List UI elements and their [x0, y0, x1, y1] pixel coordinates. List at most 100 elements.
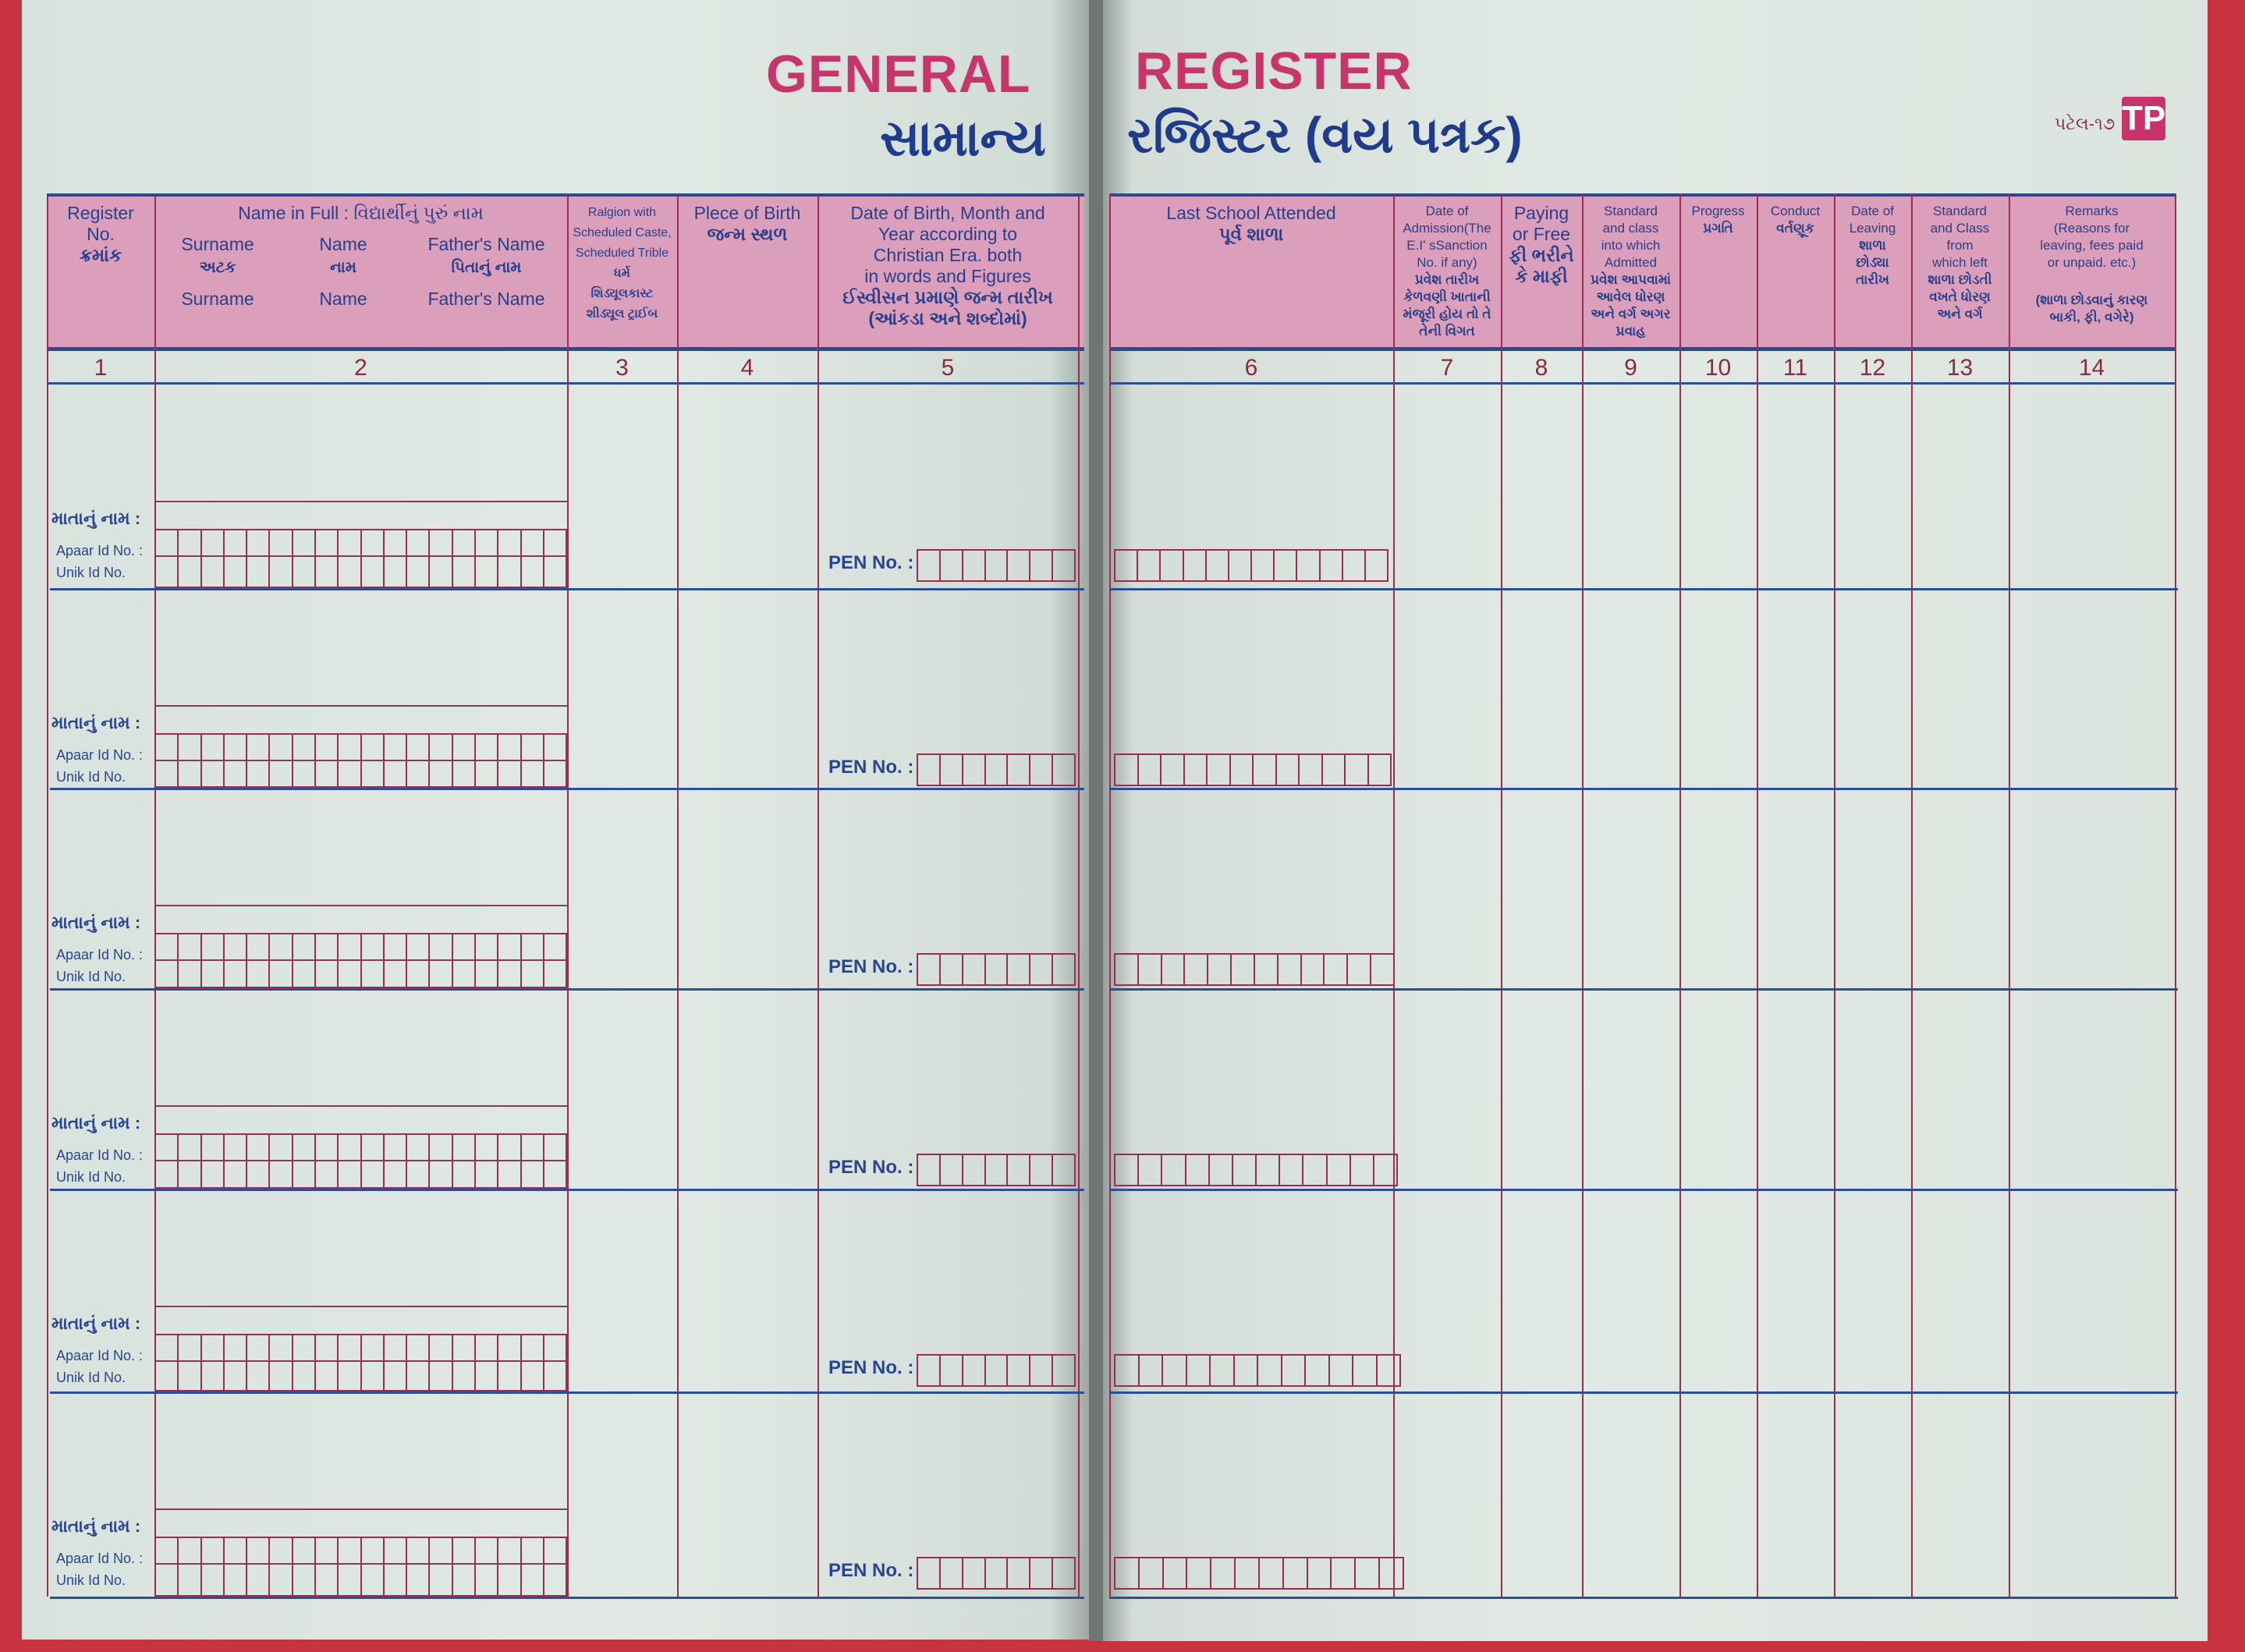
digit-cell[interactable] — [498, 1335, 522, 1390]
digit-cell[interactable] — [1164, 1558, 1188, 1588]
digit-cell[interactable] — [316, 530, 339, 587]
pen-number-boxes[interactable] — [917, 1354, 1076, 1387]
digit-cell[interactable] — [1380, 1558, 1403, 1588]
digit-cell[interactable] — [247, 1335, 271, 1390]
digit-cell[interactable] — [1351, 1155, 1374, 1185]
pen-number-boxes-continued[interactable] — [1114, 549, 1388, 582]
digit-cell[interactable] — [1369, 755, 1391, 785]
digit-cell[interactable] — [1211, 1558, 1236, 1588]
digit-cell[interactable] — [986, 1356, 1009, 1385]
digit-cell[interactable] — [963, 955, 986, 984]
digit-cell[interactable] — [986, 955, 1009, 984]
digit-cell[interactable] — [1030, 955, 1054, 984]
digit-cell[interactable] — [1053, 955, 1074, 984]
digit-cell[interactable] — [1277, 755, 1300, 785]
digit-cell[interactable] — [1053, 755, 1074, 785]
digit-cell[interactable] — [1330, 1356, 1353, 1385]
digit-cell[interactable] — [156, 530, 179, 587]
digit-cell[interactable] — [1374, 1155, 1396, 1185]
digit-cell[interactable] — [1053, 551, 1074, 580]
digit-cell[interactable] — [247, 530, 271, 587]
digit-cell[interactable] — [1231, 755, 1254, 785]
digit-cell[interactable] — [1115, 955, 1139, 984]
digit-cell[interactable] — [339, 1538, 362, 1595]
digit-cell[interactable] — [407, 530, 431, 587]
digit-cell[interactable] — [963, 755, 986, 785]
digit-cell[interactable] — [941, 551, 963, 580]
digit-cell[interactable] — [1232, 955, 1255, 984]
digit-cell[interactable] — [1053, 1155, 1074, 1185]
digit-cell[interactable] — [1260, 1558, 1284, 1588]
digit-cell[interactable] — [202, 1335, 225, 1390]
digit-cell[interactable] — [941, 1155, 963, 1185]
digit-cell[interactable] — [362, 1538, 385, 1595]
digit-cell[interactable] — [963, 1155, 986, 1185]
digit-cell[interactable] — [1185, 755, 1208, 785]
digit-cell[interactable] — [453, 1335, 476, 1390]
digit-cell[interactable] — [1162, 1155, 1186, 1185]
apaar-unik-id-grid[interactable] — [154, 1334, 567, 1391]
digit-cell[interactable] — [963, 551, 986, 580]
digit-cell[interactable] — [270, 530, 293, 587]
digit-cell[interactable] — [1185, 955, 1209, 984]
digit-cell[interactable] — [1282, 1356, 1306, 1385]
digit-cell[interactable] — [179, 1335, 202, 1390]
digit-cell[interactable] — [1184, 551, 1207, 580]
digit-cell[interactable] — [1210, 1155, 1233, 1185]
digit-cell[interactable] — [476, 1538, 499, 1595]
digit-cell[interactable] — [918, 1155, 941, 1185]
digit-cell[interactable] — [498, 530, 522, 587]
digit-cell[interactable] — [1139, 955, 1162, 984]
digit-cell[interactable] — [202, 1538, 225, 1595]
digit-cell[interactable] — [453, 1538, 476, 1595]
digit-cell[interactable] — [1371, 955, 1393, 984]
digit-cell[interactable] — [407, 1335, 431, 1390]
digit-cell[interactable] — [498, 1538, 522, 1595]
apaar-unik-id-grid[interactable] — [154, 529, 567, 588]
digit-cell[interactable] — [1115, 1558, 1140, 1588]
digit-cell[interactable] — [1163, 1356, 1187, 1385]
digit-cell[interactable] — [202, 530, 225, 587]
digit-cell[interactable] — [918, 551, 941, 580]
digit-cell[interactable] — [1233, 1155, 1257, 1185]
digit-cell[interactable] — [1008, 1558, 1031, 1588]
digit-cell[interactable] — [1236, 1558, 1260, 1588]
digit-cell[interactable] — [918, 1558, 941, 1588]
digit-cell[interactable] — [986, 755, 1009, 785]
digit-cell[interactable] — [225, 530, 248, 587]
digit-cell[interactable] — [1030, 1356, 1054, 1385]
digit-cell[interactable] — [179, 1538, 202, 1595]
digit-cell[interactable] — [430, 1335, 453, 1390]
digit-cell[interactable] — [225, 1335, 248, 1390]
digit-cell[interactable] — [270, 1335, 293, 1390]
digit-cell[interactable] — [1162, 955, 1186, 984]
digit-cell[interactable] — [1115, 551, 1139, 580]
digit-cell[interactable] — [1008, 755, 1031, 785]
digit-cell[interactable] — [1030, 551, 1054, 580]
digit-cell[interactable] — [544, 530, 566, 587]
digit-cell[interactable] — [1115, 1155, 1140, 1185]
digit-cell[interactable] — [1308, 1558, 1332, 1588]
digit-cell[interactable] — [1008, 955, 1031, 984]
digit-cell[interactable] — [293, 1335, 316, 1390]
digit-cell[interactable] — [362, 530, 385, 587]
digit-cell[interactable] — [1207, 551, 1229, 580]
digit-cell[interactable] — [247, 1538, 271, 1595]
pen-number-boxes-continued[interactable] — [1114, 753, 1392, 786]
pen-number-boxes[interactable] — [917, 953, 1076, 986]
digit-cell[interactable] — [1008, 551, 1031, 580]
digit-cell[interactable] — [1162, 755, 1185, 785]
digit-cell[interactable] — [1008, 1356, 1031, 1385]
digit-cell[interactable] — [918, 1356, 941, 1385]
digit-cell[interactable] — [1275, 551, 1298, 580]
digit-cell[interactable] — [1187, 1558, 1212, 1588]
digit-cell[interactable] — [1208, 955, 1232, 984]
digit-cell[interactable] — [941, 955, 963, 984]
digit-cell[interactable] — [1030, 1155, 1054, 1185]
digit-cell[interactable] — [941, 1558, 963, 1588]
digit-cell[interactable] — [1030, 1558, 1054, 1588]
digit-cell[interactable] — [1255, 955, 1279, 984]
digit-cell[interactable] — [316, 1538, 339, 1595]
digit-cell[interactable] — [1258, 1356, 1282, 1385]
digit-cell[interactable] — [1186, 1155, 1210, 1185]
